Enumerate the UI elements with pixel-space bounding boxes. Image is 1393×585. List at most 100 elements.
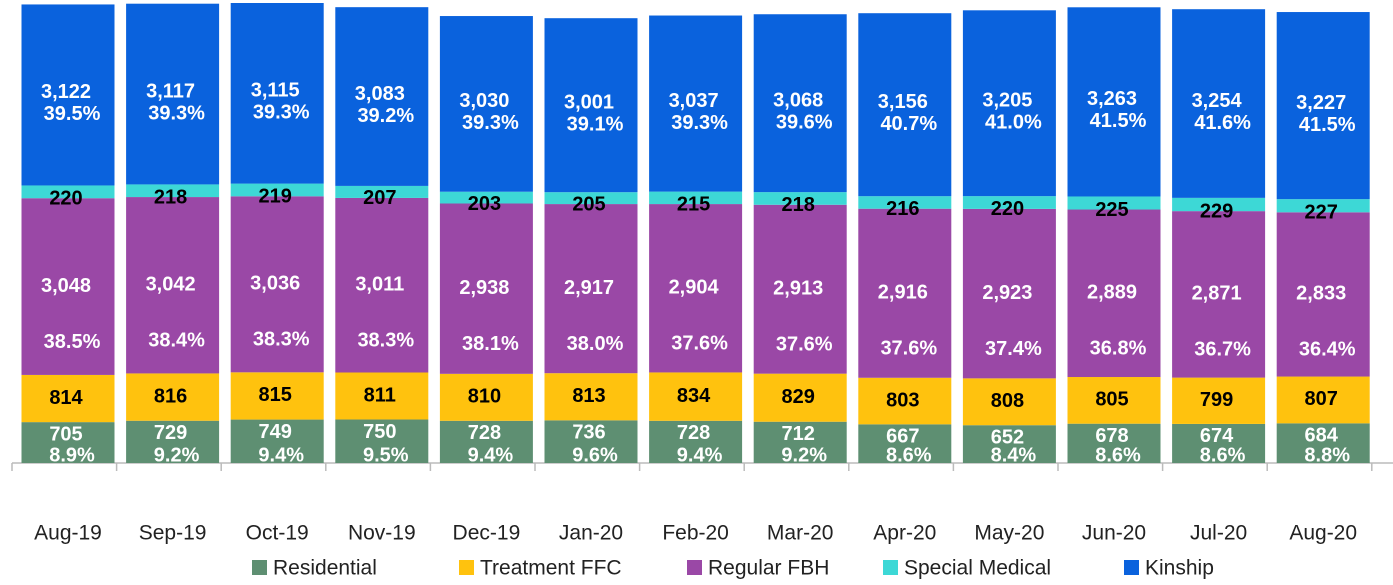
percent-label: 37.6% [776, 333, 833, 355]
bar-segment [544, 18, 638, 193]
bar-segment [21, 422, 115, 463]
data-label: 667 [886, 426, 919, 448]
percent-label: 37.4% [985, 338, 1042, 360]
legend-swatch [687, 560, 702, 575]
percent-label: 41.5% [1090, 110, 1147, 132]
data-label: 816 [154, 385, 187, 407]
data-label: 829 [782, 386, 815, 408]
bar-segment [544, 204, 638, 374]
bar-segment [962, 10, 1056, 197]
bar-segment [649, 191, 743, 205]
bar-segment [1276, 423, 1370, 463]
data-label: 3,254 [1192, 90, 1243, 112]
bar-segment [1067, 209, 1161, 378]
data-label: 3,048 [41, 275, 91, 297]
percent-label: 38.5% [44, 331, 101, 353]
data-label: 813 [572, 385, 605, 407]
bar-segment [1067, 7, 1161, 197]
bar-segment [1172, 211, 1266, 378]
data-label: 207 [363, 187, 396, 209]
legend-swatch [883, 560, 898, 575]
bar-segment [1276, 376, 1370, 424]
bar-segment [126, 184, 220, 198]
bar-segment [126, 3, 220, 185]
legend-label: Regular FBH [708, 557, 829, 580]
bar-segment [1172, 197, 1266, 212]
bar-segment [126, 373, 220, 421]
x-tick-label: Apr-20 [873, 522, 936, 545]
data-label: 652 [991, 426, 1024, 448]
legend-swatch [459, 560, 474, 575]
data-label: 3,156 [878, 91, 928, 113]
data-label: 220 [49, 187, 82, 209]
data-label: 678 [1095, 425, 1128, 447]
x-tick-label: Aug-19 [34, 522, 102, 545]
percent-label: 38.0% [567, 333, 624, 355]
bar-segment [21, 374, 115, 423]
data-label: 3,263 [1087, 88, 1137, 110]
data-label: 2,833 [1296, 283, 1346, 305]
bar-segment [1172, 423, 1266, 463]
percent-label: 8.6% [886, 444, 932, 466]
data-label: 3,122 [41, 81, 91, 103]
legend-swatch [252, 560, 267, 575]
data-label: 215 [677, 193, 710, 215]
percent-label: 41.0% [985, 111, 1042, 133]
percent-label: 36.4% [1299, 339, 1356, 361]
percent-label: 37.6% [671, 333, 728, 355]
data-label: 728 [677, 422, 710, 444]
data-label: 3,117 [146, 80, 195, 102]
percent-label: 38.4% [148, 330, 205, 352]
bar-segment [439, 420, 533, 463]
data-label: 750 [363, 421, 396, 443]
data-label: 2,917 [564, 277, 614, 299]
percent-label: 39.3% [253, 102, 310, 124]
percent-label: 8.8% [1304, 444, 1350, 466]
percent-label: 38.1% [462, 333, 519, 355]
legend-label: Residential [273, 557, 377, 580]
data-label: 3,227 [1296, 92, 1346, 114]
x-tick-label: Jul-20 [1190, 522, 1247, 545]
percent-label: 39.3% [462, 112, 519, 134]
bar-segment [230, 372, 324, 420]
bar-segment [753, 373, 847, 422]
x-tick-label: Jan-20 [559, 522, 623, 545]
bar-segment [230, 196, 324, 373]
data-label: 807 [1305, 388, 1338, 410]
legend-label: Kinship [1145, 557, 1214, 580]
bar-segment [439, 203, 533, 374]
data-label: 749 [259, 421, 292, 443]
percent-label: 8.6% [1095, 444, 1141, 466]
percent-label: 39.3% [671, 112, 728, 134]
x-tick-label: Oct-19 [246, 522, 309, 545]
percent-label: 39.1% [567, 113, 624, 135]
bar-segment [753, 192, 847, 205]
data-label: 834 [677, 385, 711, 407]
bar-segment [544, 373, 638, 421]
bar-segment [335, 185, 429, 198]
data-label: 799 [1200, 389, 1233, 411]
data-label: 3,205 [982, 89, 1032, 111]
percent-label: 9.5% [363, 444, 409, 466]
percent-label: 39.3% [148, 102, 205, 124]
bar-segment [858, 208, 952, 378]
bar-segment [439, 191, 533, 204]
data-label: 810 [468, 386, 501, 408]
data-label: 2,938 [459, 277, 509, 299]
bar-segment [21, 4, 115, 186]
bar-segment [962, 208, 1056, 379]
bar-segment [1172, 377, 1266, 424]
percent-label: 9.4% [258, 444, 304, 466]
x-tick-label: Nov-19 [348, 522, 416, 545]
legend-swatch [1124, 560, 1139, 575]
bar-segment [21, 185, 115, 199]
percent-label: 9.6% [572, 444, 618, 466]
x-tick-label: Sep-19 [139, 522, 207, 545]
data-label: 3,030 [459, 90, 509, 112]
data-label: 803 [886, 389, 919, 411]
data-label: 814 [49, 387, 83, 409]
data-label: 3,068 [773, 89, 823, 111]
bar-segment [230, 3, 324, 184]
data-label: 216 [886, 198, 919, 220]
